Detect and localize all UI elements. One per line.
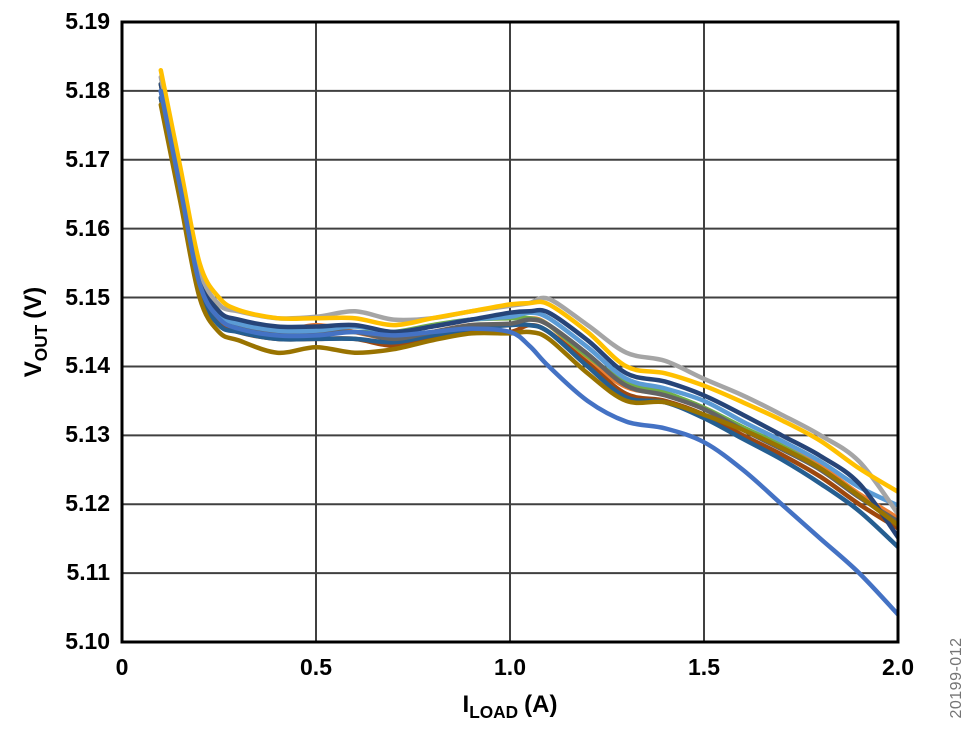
y-tick-label: 5.19: [65, 7, 110, 34]
y-tick-label: 5.14: [65, 352, 110, 379]
x-tick-label: 2.0: [882, 654, 914, 680]
y-tick-label: 5.16: [65, 214, 110, 241]
y-tick-label: 5.18: [65, 76, 110, 103]
x-axis-label: ILOAD (A): [463, 691, 558, 723]
plot-border: [120, 20, 900, 644]
series-line-11: [158, 88, 898, 617]
series-line-4: [158, 95, 898, 550]
plot-area: [158, 67, 898, 617]
figure-number-watermark: 20199-012: [948, 637, 965, 719]
series-line-10: [158, 67, 898, 495]
x-axis-label-subscript: LOAD: [469, 701, 519, 722]
y-axis-label-subscript: OUT: [30, 324, 51, 362]
x-axis-label-unit: (A): [524, 691, 558, 718]
x-tick-label: 0.5: [300, 654, 332, 680]
series-line-9: [158, 102, 898, 528]
y-axis-label-symbol: V: [20, 361, 48, 378]
y-axis-label-unit: (V): [20, 286, 48, 319]
y-tick-label: 5.12: [65, 490, 110, 517]
y-tick-label: 5.11: [66, 559, 111, 586]
x-tick-label: 0: [115, 654, 129, 680]
y-tick-label: 5.10: [65, 627, 110, 654]
x-tick-label: 1.0: [494, 654, 526, 680]
x-tick-label: 1.5: [688, 654, 720, 680]
y-axis-label: VOUT (V): [20, 287, 52, 377]
y-tick-label: 5.17: [65, 145, 110, 172]
series-line-6: [158, 88, 898, 508]
series-line-7: [158, 81, 898, 540]
y-tick-label: 5.13: [65, 421, 110, 448]
x-axis-label-symbol: I: [462, 691, 470, 718]
y-tick-label: 5.15: [65, 283, 110, 310]
